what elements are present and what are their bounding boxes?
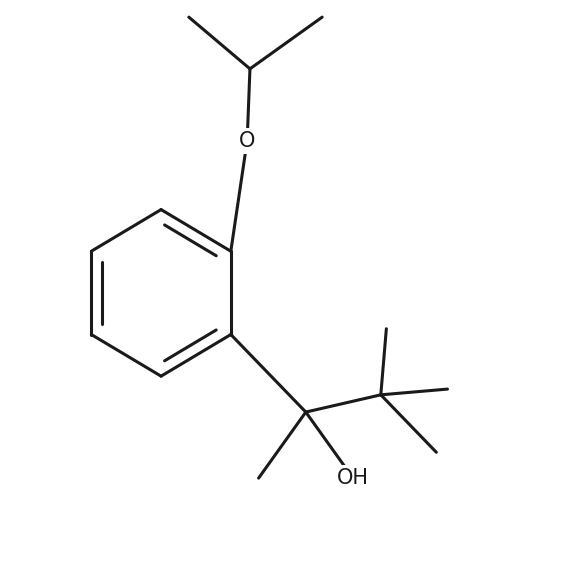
Text: O: O — [239, 130, 255, 151]
Text: OH: OH — [337, 468, 369, 488]
